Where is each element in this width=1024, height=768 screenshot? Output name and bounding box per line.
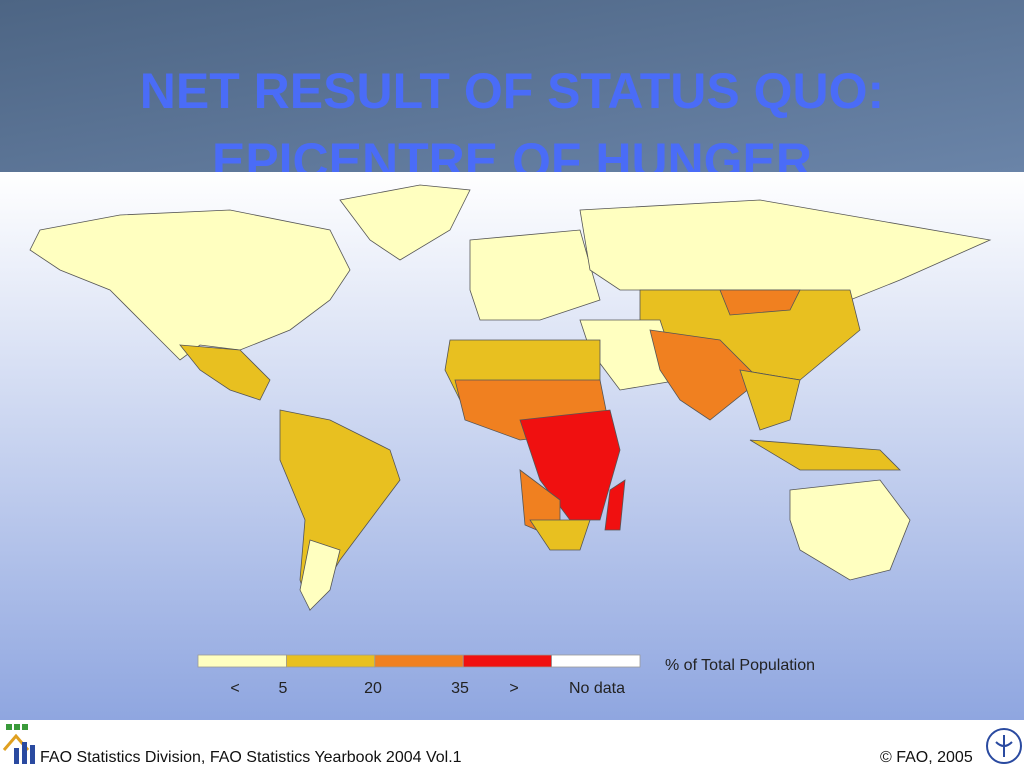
world-map: [29, 184, 992, 611]
fao-stats-icon: [2, 724, 35, 764]
legend-title: % of Total Population: [665, 657, 815, 674]
legend-swatch: [551, 654, 641, 668]
australia: [789, 479, 911, 581]
legend-label: 20: [364, 680, 382, 697]
indonesia: [749, 439, 901, 471]
legend-swatch: [285, 654, 376, 668]
legend-label: 5: [279, 680, 288, 697]
europe: [469, 229, 601, 321]
legend-label: <: [230, 680, 239, 697]
central-america: [179, 344, 271, 401]
india: [649, 329, 761, 421]
southeast-asia: [739, 369, 801, 431]
legend-label: No data: [569, 680, 625, 697]
madagascar: [604, 479, 626, 531]
legend: % of Total Population <5 20 35 > No data: [197, 654, 815, 697]
header-background: [0, 0, 1024, 172]
footer-background: [0, 720, 1024, 768]
footer-source: FAO Statistics Division, FAO Statistics …: [40, 749, 462, 766]
fao-logo-mark: [995, 735, 1013, 757]
southern-cone: [299, 539, 341, 611]
greenland: [339, 184, 471, 261]
footer-copyright: © FAO, 2005: [880, 749, 973, 766]
central-africa: [519, 409, 621, 521]
title: NET RESULT OF STATUS QUO:: [140, 63, 884, 119]
mongolia: [719, 289, 801, 316]
south-africa: [529, 519, 591, 551]
legend-label: 35: [451, 680, 469, 697]
legend-swatch: [197, 654, 287, 668]
legend-swatch: [462, 654, 553, 668]
legend-label: >: [509, 680, 518, 697]
legend-swatch: [374, 654, 464, 668]
